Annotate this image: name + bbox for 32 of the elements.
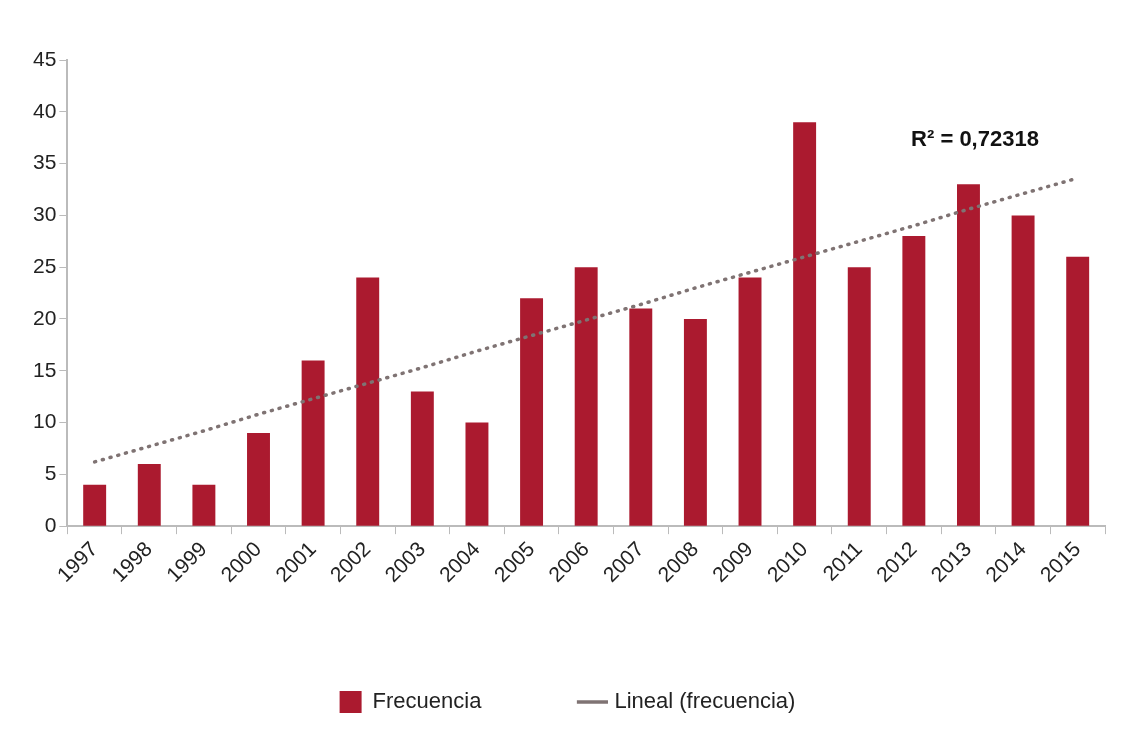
y-tick-label: 0	[44, 512, 57, 536]
bar	[574, 267, 598, 526]
bar	[629, 308, 653, 526]
y-tick-label: 10	[33, 409, 57, 433]
y-tick-label: 5	[44, 461, 57, 485]
bar	[520, 298, 544, 526]
bar	[83, 484, 107, 526]
bar	[465, 422, 489, 526]
bar	[1066, 256, 1090, 526]
y-tick-label: 35	[33, 150, 57, 174]
legend-label: Lineal (frecuencia)	[614, 688, 796, 714]
bar	[410, 391, 434, 526]
y-tick-label: 25	[33, 253, 57, 277]
bar	[957, 184, 980, 526]
y-tick-label: 15	[33, 357, 57, 381]
bar	[902, 236, 926, 526]
bar	[793, 122, 817, 526]
bar	[192, 484, 216, 526]
legend-label: Frecuencia	[372, 688, 483, 714]
bar	[247, 432, 270, 526]
bar	[137, 463, 161, 526]
y-tick-label: 40	[33, 98, 57, 122]
bar	[738, 277, 762, 526]
y-tick-label: 30	[33, 202, 57, 226]
annotation: R² = 0,72318	[911, 126, 1039, 152]
bar	[847, 267, 871, 526]
y-tick-label: 45	[33, 46, 57, 70]
y-tick-label: 20	[33, 305, 57, 329]
bar	[1011, 215, 1035, 526]
bar	[683, 318, 707, 526]
bar	[301, 360, 325, 526]
bar	[356, 277, 380, 526]
